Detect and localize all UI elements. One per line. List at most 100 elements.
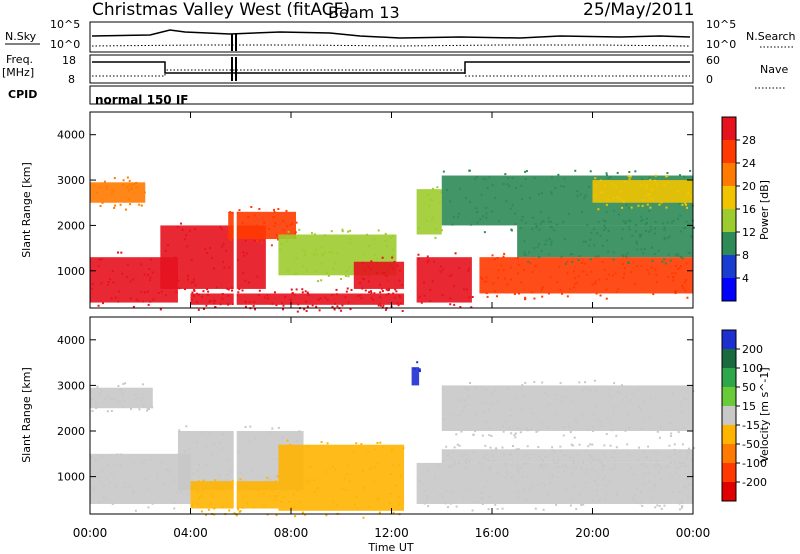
heatmap-cell [382, 272, 385, 275]
heatmap-cell [678, 502, 681, 505]
heatmap-cell [665, 175, 668, 178]
heatmap-region [416, 462, 693, 504]
heatmap-cell [441, 492, 444, 495]
heatmap-cell [298, 228, 301, 231]
colorbar-tick-label: -15 [742, 419, 760, 432]
heatmap-cell [580, 210, 583, 213]
heatmap-cell [512, 444, 515, 447]
heatmap-cell [287, 230, 290, 233]
heatmap-cell [686, 296, 689, 299]
heatmap-cell [361, 469, 364, 472]
heatmap-cell [678, 491, 681, 494]
heatmap-cell [640, 233, 643, 236]
heatmap-cell [672, 279, 675, 282]
heatmap-cell [189, 229, 192, 232]
heatmap-cell [507, 177, 510, 180]
heatmap-cell [295, 288, 298, 291]
heatmap-cell [479, 401, 482, 404]
heatmap-cell [227, 303, 230, 306]
heatmap-cell [681, 203, 684, 206]
heatmap-cell [578, 443, 581, 446]
heatmap-cell [379, 441, 382, 444]
heatmap-cell [524, 381, 527, 384]
heatmap-region [278, 444, 405, 511]
heatmap-cell [344, 274, 347, 277]
heatmap-cell [284, 295, 287, 298]
heatmap-cell [636, 248, 639, 251]
heatmap-cell [635, 240, 638, 243]
heatmap-cell [455, 398, 458, 401]
heatmap-cell [493, 258, 496, 261]
heatmap-cell [484, 458, 487, 461]
heatmap-cell [628, 225, 631, 228]
heatmap-cell [685, 279, 688, 282]
heatmap-cell [603, 452, 606, 455]
heatmap-cell [586, 468, 589, 471]
heatmap-cell [336, 305, 339, 308]
heatmap-cell [526, 429, 529, 432]
heatmap-cell [636, 242, 639, 245]
heatmap-cell [627, 175, 630, 178]
heatmap-cell [290, 288, 293, 291]
heatmap-cell [523, 251, 526, 254]
heatmap-cell [540, 289, 543, 292]
heatmap-cell [630, 467, 633, 470]
heatmap-cell [451, 490, 454, 493]
heatmap-cell [349, 308, 352, 311]
heatmap-cell [348, 266, 351, 269]
heatmap-cell [277, 208, 280, 211]
x-axis-ticks: 00:00 04:00 08:00 12:00 16:00 20:00 00:00 [73, 112, 710, 540]
heatmap-cell [516, 480, 519, 483]
heatmap-cell [652, 293, 655, 296]
heatmap-cell [630, 206, 633, 209]
heatmap-cell [620, 384, 623, 387]
heatmap-cell [496, 257, 499, 260]
heatmap-cell [540, 210, 543, 213]
heatmap-cell [440, 229, 443, 232]
heatmap-cell [616, 196, 619, 199]
heatmap-cell [262, 492, 265, 495]
heatmap-cell [374, 448, 377, 451]
heatmap-cell [654, 506, 657, 509]
heatmap-cell [462, 497, 465, 500]
heatmap-cell [649, 206, 652, 209]
heatmap-cell [229, 211, 232, 214]
heatmap-cell [313, 491, 316, 494]
heatmap-cell [252, 506, 255, 509]
heatmap-cell [275, 458, 278, 461]
heatmap-cell [649, 417, 652, 420]
heatmap-cell [645, 194, 648, 197]
heatmap-cell [594, 480, 597, 483]
heatmap-cell [242, 272, 245, 275]
heatmap-cell [485, 178, 488, 181]
heatmap-cell [254, 481, 257, 484]
heatmap-cell [538, 243, 541, 246]
heatmap-cell [379, 296, 382, 299]
heatmap-cell [678, 450, 681, 453]
heatmap-cell [275, 514, 278, 517]
heatmap-cell [446, 454, 449, 457]
heatmap-cell [225, 478, 228, 481]
heatmap-cell [623, 180, 626, 183]
heatmap-cell [631, 496, 634, 499]
heatmap-cell [601, 244, 604, 247]
heatmap-cell [297, 303, 300, 306]
heatmap-cell [615, 493, 618, 496]
heatmap-cell [296, 310, 299, 313]
heatmap-cell [480, 491, 483, 494]
heatmap-cell [384, 239, 387, 242]
heatmap-cell [605, 203, 608, 206]
heatmap-cell [370, 291, 373, 294]
heatmap-cell [385, 275, 388, 278]
heatmap-cell [607, 250, 610, 253]
heatmap-cell [288, 501, 291, 504]
heatmap-cell [552, 449, 555, 452]
heatmap-cell [625, 395, 628, 398]
heatmap-cell [513, 292, 516, 295]
heatmap-cell [303, 308, 306, 311]
heatmap-cell [273, 211, 276, 214]
heatmap-cell [225, 249, 228, 252]
heatmap-cell [660, 507, 663, 510]
heatmap-cell [683, 462, 686, 465]
